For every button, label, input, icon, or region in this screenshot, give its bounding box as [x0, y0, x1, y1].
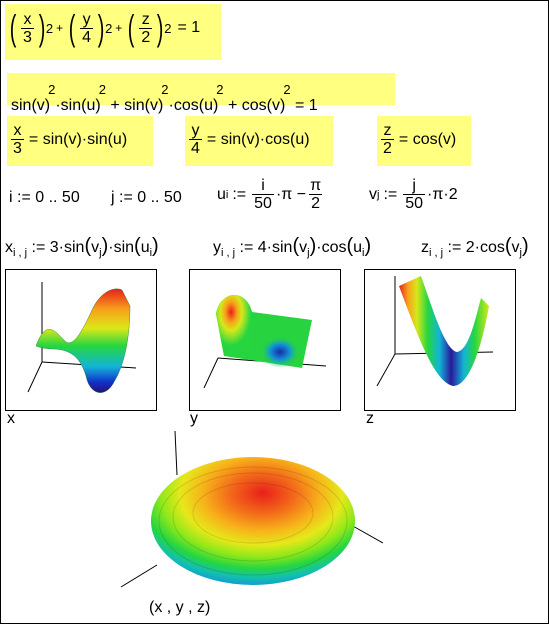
x-matrix-definition[interactable]: xi , j := 3·sin(vj)·sin(ui): [5, 235, 159, 259]
z-surface: [399, 276, 489, 386]
paren-left: (: [9, 7, 17, 48]
trig-identity-equation[interactable]: sin(v)2·sin(u)2 + sin(v)2·cos(u)2 + cos(…: [7, 73, 395, 114]
range-i-definition[interactable]: i := 0 .. 50: [9, 189, 80, 206]
x-surface-plot[interactable]: [5, 269, 157, 411]
fraction-z-2: z 2: [139, 10, 153, 46]
fraction-x-3: x 3: [21, 10, 34, 46]
x-plot-label: x: [7, 410, 15, 427]
range-j-definition[interactable]: j := 0 .. 50: [111, 189, 182, 206]
x-surface: [35, 288, 131, 393]
z-matrix-definition[interactable]: zi , j := 2·cos(vj): [421, 235, 529, 259]
ellipsoid-equation[interactable]: ( x 3 ) 2 + ( y 4 ) 2 + ( z 2 ) 2 = 1: [5, 4, 221, 60]
ellipsoid-plot-label: (x , y , z): [149, 599, 211, 616]
ellipsoid: [151, 457, 355, 585]
x-plot-axis-x: [27, 361, 43, 393]
ellipsoid-surface-plot[interactable]: [111, 430, 401, 601]
y-matrix-definition[interactable]: yi , j := 4·sin(vj)·cos(ui): [213, 235, 372, 259]
paren-right: ): [38, 7, 46, 48]
param-z-equation[interactable]: z 2 = cos(v): [377, 116, 471, 166]
y-surface-plot[interactable]: [189, 269, 341, 411]
z-surface-plot[interactable]: [364, 269, 516, 411]
fraction-y-4: y 4: [80, 10, 94, 46]
param-y-equation[interactable]: y 4 = sin(v)·cos(u): [185, 116, 333, 166]
param-x-equation[interactable]: x 3 = sin(v)·sin(u): [7, 116, 153, 166]
y-plot-label: y: [190, 410, 198, 427]
z-plot-label: z: [366, 410, 374, 427]
